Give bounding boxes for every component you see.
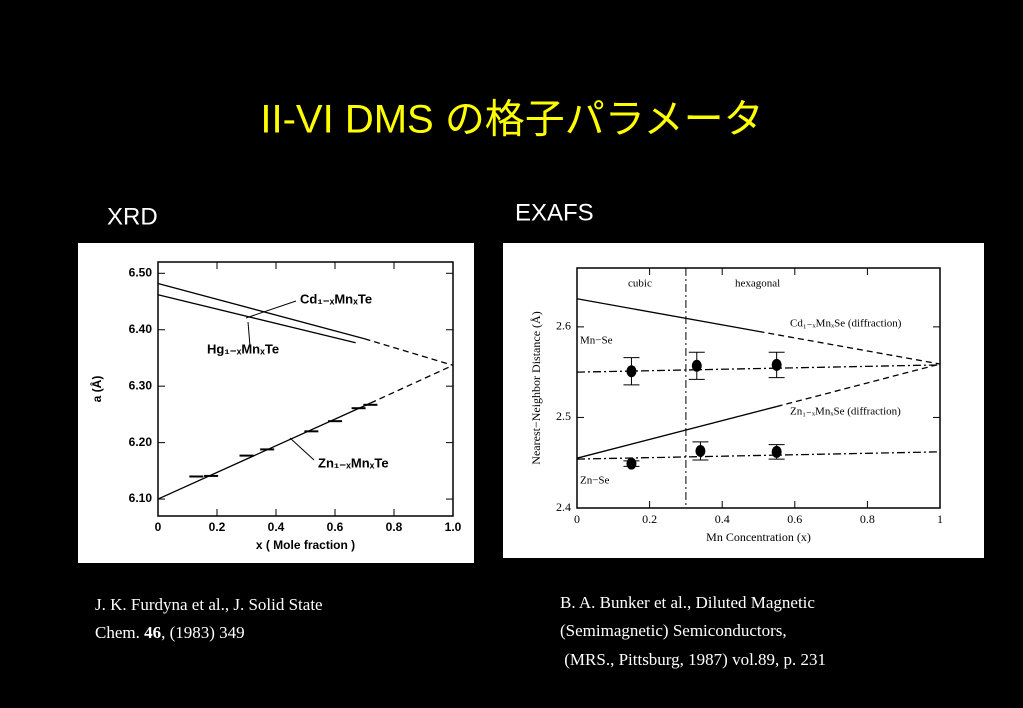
x-tick-label: 0.2 xyxy=(209,520,226,534)
slide-title: II-VI DMS の格子パラメータ xyxy=(260,98,763,142)
annotation: Zn₁₋ₓMnₓTe xyxy=(318,455,389,470)
annotation: cubic xyxy=(628,278,652,290)
y-tick-label: 2.5 xyxy=(556,409,571,423)
x-axis-label: Mn Concentration (x) xyxy=(706,530,811,544)
x-tick-label: 0 xyxy=(574,512,580,526)
x-tick-label: 0.2 xyxy=(642,512,657,526)
y-tick-label: 6.20 xyxy=(129,435,153,449)
x-tick-label: 1.0 xyxy=(445,520,462,534)
data-point xyxy=(695,444,706,457)
y-axis-label: Nearest−Neighbor Distance (Å) xyxy=(529,311,543,464)
series-line xyxy=(364,338,454,366)
exafs-chart: 0 0.2 0.4 0.6 0.8 1 2.4 2.5 2.6 Mn Concentration … xyxy=(529,267,943,544)
leader-line xyxy=(247,321,251,347)
leader-line xyxy=(289,437,315,461)
y-tick-label: 6.10 xyxy=(129,491,153,505)
y-tick-label: 6.50 xyxy=(129,265,153,279)
y-tick-label: 6.30 xyxy=(129,378,153,392)
caption-text: Chem. xyxy=(95,623,144,642)
plot-frame xyxy=(576,267,941,509)
series-line xyxy=(157,294,356,344)
data-point xyxy=(691,359,702,372)
x-axis-label: x ( Mole fraction ) xyxy=(256,538,355,552)
xrd-chart: 0 0.2 0.4 0.6 0.8 1.0 6.10 6.20 6.30 6.40 6.50 x ( … xyxy=(89,261,462,552)
annotation: Mn−Se xyxy=(580,335,613,347)
caption: (Semimagnetic) Semiconductors, xyxy=(560,621,787,640)
caption: (MRS., Pittsburg, 1987) vol.89, p. 231 xyxy=(560,650,826,669)
caption: J. K. Furdyna et al., J. Solid State xyxy=(95,595,323,614)
y-axis-label: a (Å) xyxy=(89,376,104,403)
x-tick-label: 0.4 xyxy=(268,520,285,534)
x-tick-label: 0.6 xyxy=(327,520,344,534)
series-line xyxy=(776,363,941,408)
leader-line xyxy=(245,300,297,319)
series-line xyxy=(576,364,941,373)
y-tick-label: 6.40 xyxy=(129,322,153,336)
caption-text: , (1983) 349 xyxy=(161,623,245,642)
annotation: Cd₁₋ₓMnₓSe (diffraction) xyxy=(790,318,902,330)
panel xyxy=(503,243,984,558)
annotation: Hg₁₋ₓMnₓTe xyxy=(207,341,279,356)
series-line xyxy=(758,330,941,365)
y-tick-label: 2.4 xyxy=(556,500,571,514)
data-point xyxy=(626,457,637,470)
series-line xyxy=(576,451,941,460)
series-line xyxy=(157,282,365,340)
x-tick-label: 0 xyxy=(155,520,162,534)
caption-text: J. K. Furdyna et al., J. Solid State xyxy=(95,595,323,614)
series-line xyxy=(576,405,777,459)
data-point xyxy=(771,358,782,371)
x-tick-label: 0.8 xyxy=(386,520,403,534)
caption: B. A. Bunker et al., Diluted Magnetic xyxy=(560,593,815,612)
annotation: Cd₁₋ₓMnₓTe xyxy=(300,291,372,306)
data-point xyxy=(771,445,782,458)
x-tick-label: 0.4 xyxy=(715,512,730,526)
plot-frame xyxy=(157,261,454,517)
annotation: Zn₁₋ₓMnₓSe (diffraction) xyxy=(790,406,901,418)
data-point xyxy=(626,365,637,378)
caption-text: 46 xyxy=(144,623,161,642)
series-line xyxy=(576,298,759,333)
x-tick-label: 1 xyxy=(937,512,943,526)
caption: Chem. 46, (1983) 349 xyxy=(95,623,245,642)
annotation: Zn−Se xyxy=(580,475,610,487)
annotation: hexagonal xyxy=(735,278,780,290)
series-line xyxy=(157,402,371,500)
panel-label: XRD xyxy=(107,203,158,230)
x-tick-label: 0.8 xyxy=(860,512,875,526)
series-line xyxy=(370,364,454,404)
panel-label: EXAFS xyxy=(515,199,594,226)
y-tick-label: 2.6 xyxy=(556,319,571,333)
x-tick-label: 0.6 xyxy=(787,512,802,526)
